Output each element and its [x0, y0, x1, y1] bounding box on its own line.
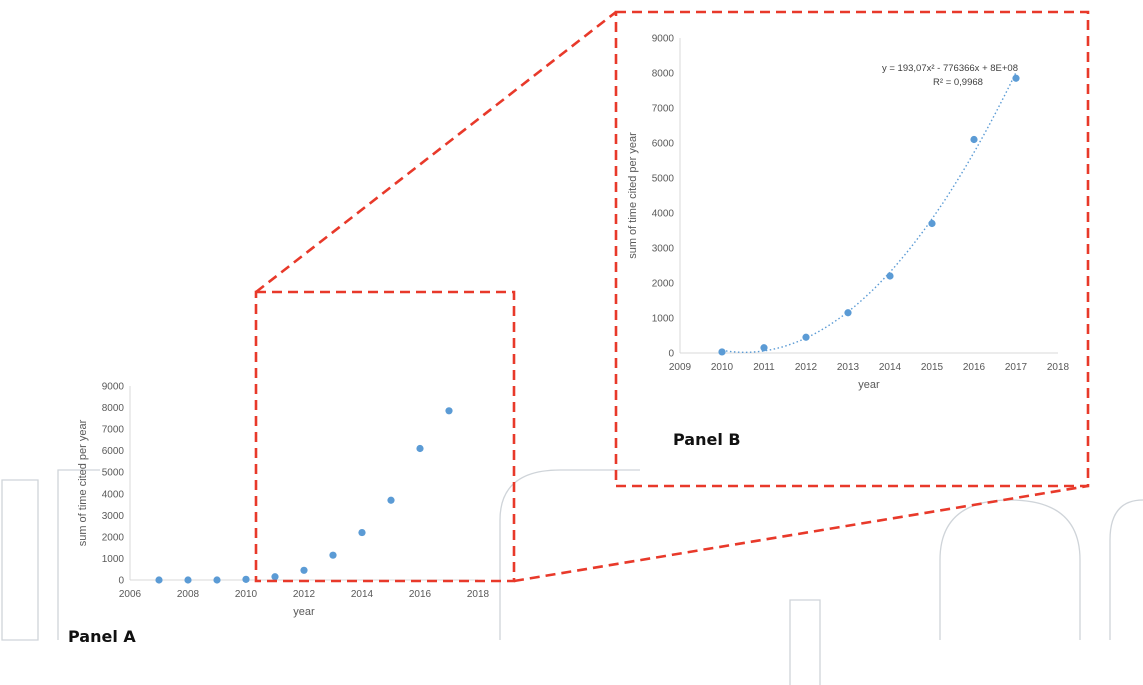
zoom-target-box: [614, 10, 1090, 488]
data-point: [928, 219, 936, 228]
x-tick-label: 2006: [119, 589, 142, 600]
data-point: [271, 573, 279, 581]
data-point: [1012, 74, 1020, 82]
panel-b-x-axis-label: year: [858, 379, 880, 391]
data-point: [358, 528, 366, 537]
panel-a-x-axis-label: year: [293, 606, 315, 618]
data-point: [184, 576, 192, 584]
y-tick-label: 8000: [102, 403, 125, 414]
x-tick-label: 2010: [235, 589, 258, 600]
data-point: [300, 566, 308, 574]
panel-a-x-axis: 2006 2008 2010 2012 2014 2016 2018: [119, 579, 490, 600]
zoom-connector-bottom: [513, 484, 1089, 583]
y-tick-label: 0: [118, 576, 124, 587]
zoom-indicator: [254, 10, 1090, 583]
data-point: [802, 333, 810, 341]
y-tick-label: 4000: [652, 209, 675, 220]
panel-b-points: [718, 74, 1020, 356]
y-tick-label: 7000: [102, 425, 125, 436]
panel-b-x-axis: 2009 2010 2011 2012 2013 2014 2015 2016 2017 2018: [669, 352, 1070, 373]
panel-a-y-axis-label: sum of time cited per year: [77, 419, 89, 546]
data-point: [718, 348, 726, 356]
data-point: [970, 135, 978, 144]
x-tick-label: 2013: [837, 362, 860, 373]
trendline-r-squared: R² = 0,9968: [933, 77, 983, 88]
panel-b-y-axis: 0 1000 2000 3000 4000 5000 6000 7000 8000 9000: [652, 34, 681, 360]
y-tick-label: 2000: [102, 532, 125, 543]
data-point: [886, 272, 894, 280]
data-point: [387, 496, 395, 504]
y-tick-label: 7000: [652, 104, 675, 115]
panel-b-y-axis-label: sum of time cited per year: [627, 132, 639, 259]
zoom-region-box: [254, 290, 516, 583]
panel-a-chart: 0 1000 2000 3000 4000 5000 6000 7000 8000 9000 20…: [68, 382, 490, 647]
y-tick-label: 1000: [102, 554, 125, 565]
data-point: [242, 575, 250, 583]
x-tick-label: 2014: [351, 589, 374, 600]
y-tick-label: 9000: [102, 382, 125, 393]
y-tick-label: 0: [668, 349, 674, 360]
x-tick-label: 2008: [177, 589, 200, 600]
data-point: [329, 551, 337, 559]
y-tick-label: 3000: [102, 511, 125, 522]
y-tick-label: 4000: [102, 489, 125, 500]
panel-b-label: Panel B: [673, 430, 741, 449]
y-tick-label: 6000: [652, 139, 675, 150]
y-tick-label: 2000: [652, 279, 675, 290]
data-point: [844, 309, 852, 317]
y-tick-label: 5000: [652, 174, 675, 185]
x-tick-label: 2012: [795, 362, 818, 373]
y-tick-label: 6000: [102, 446, 125, 457]
y-tick-label: 8000: [652, 69, 675, 80]
y-tick-label: 1000: [652, 314, 675, 325]
x-tick-label: 2014: [879, 362, 902, 373]
panel-a-points: [155, 407, 453, 584]
x-tick-label: 2018: [1047, 362, 1070, 373]
x-tick-label: 2016: [409, 589, 432, 600]
data-point: [416, 444, 424, 453]
x-tick-label: 2015: [921, 362, 944, 373]
panel-a-label: Panel A: [68, 627, 136, 646]
x-tick-label: 2016: [963, 362, 986, 373]
x-tick-label: 2011: [753, 362, 775, 373]
panel-b-chart: 0 1000 2000 3000 4000 5000 6000 7000 8000 9000 20…: [627, 34, 1070, 450]
data-point: [445, 407, 453, 415]
data-point: [760, 344, 768, 352]
watermark-logo: [1, 469, 1143, 685]
x-tick-label: 2010: [711, 362, 734, 373]
x-tick-label: 2017: [1005, 362, 1028, 373]
data-point: [155, 576, 163, 584]
y-tick-label: 5000: [102, 468, 125, 479]
x-tick-label: 2018: [467, 589, 490, 600]
panel-b-trendline: [721, 72, 1017, 353]
y-tick-label: 9000: [652, 34, 675, 45]
zoom-connector-top: [255, 10, 617, 294]
y-tick-label: 3000: [652, 244, 675, 255]
data-point: [213, 576, 221, 584]
panel-a-y-axis: 0 1000 2000 3000 4000 5000 6000 7000 8000 9000: [102, 382, 131, 587]
x-tick-label: 2009: [669, 362, 692, 373]
x-tick-label: 2012: [293, 589, 316, 600]
trendline-equation: y = 193,07x² - 776366x + 8E+08: [882, 63, 1018, 74]
